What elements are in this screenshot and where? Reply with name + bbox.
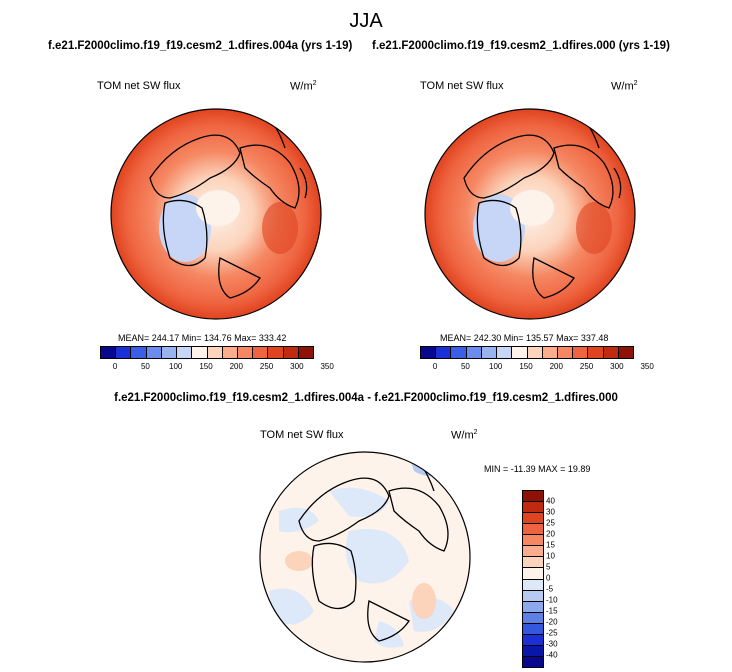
main-title: JJA [349, 10, 383, 32]
difference-colorbar [522, 490, 544, 668]
colorbar-tick-label: 350 [640, 362, 654, 371]
difference-title: f.e21.F2000climo.f19_f19.cesm2_1.dfires.… [114, 392, 618, 404]
panel-right-unit-label: W/m2 [611, 80, 638, 93]
difference-polar-map [259, 451, 471, 663]
colorbar-swatch [253, 347, 269, 358]
colorbar-swatch [523, 557, 543, 569]
colorbar-swatch [268, 347, 284, 358]
colorbar-swatch [101, 347, 117, 358]
colorbar-swatch [512, 347, 528, 358]
colorbar-swatch [523, 502, 543, 514]
colorbar-tick-label: 30 [546, 507, 555, 517]
colorbar-swatch [573, 347, 589, 358]
colorbar-swatch [237, 347, 254, 358]
panel-right-variable-label: TOM net SW flux [420, 80, 504, 92]
colorbar-tick-label: 200 [229, 362, 243, 371]
colorbar-swatch [222, 347, 238, 358]
colorbar-tick-label: 0 [112, 362, 118, 371]
colorbar-tick-label: 25 [546, 518, 555, 528]
colorbar-swatch [542, 347, 558, 358]
colorbar-tick-label: 200 [549, 362, 563, 371]
colorbar-swatch [523, 612, 543, 624]
panel-left-colorbar [100, 346, 314, 359]
colorbar-swatch [523, 491, 543, 503]
colorbar-swatch [523, 546, 543, 558]
colorbar-swatch [207, 347, 223, 358]
colorbar-tick-label: -40 [546, 650, 558, 660]
colorbar-tick-label: 250 [259, 362, 274, 371]
colorbar-tick-label: 15 [546, 540, 555, 550]
colorbar-swatch [523, 579, 543, 591]
colorbar-swatch [527, 347, 543, 358]
colorbar-swatch [557, 347, 574, 358]
colorbar-tick-label: 0 [546, 573, 551, 583]
colorbar-swatch [466, 347, 482, 358]
colorbar-tick-label: 0 [432, 362, 438, 371]
colorbar-tick-label: -15 [546, 606, 558, 616]
colorbar-tick-label: 50 [460, 362, 470, 371]
colorbar-tick-label: 20 [546, 529, 555, 539]
colorbar-swatch [523, 590, 543, 602]
colorbar-swatch [523, 535, 543, 547]
difference-unit-label: W/m2 [451, 429, 478, 442]
panel-right-case-title: f.e21.F2000climo.f19_f19.cesm2_1.dfires.… [372, 40, 670, 52]
colorbar-swatch [177, 347, 193, 358]
colorbar-tick-label: 300 [290, 362, 304, 371]
colorbar-tick-label: 10 [546, 551, 555, 561]
coastline [463, 134, 555, 199]
colorbar-swatch [436, 347, 452, 358]
panel-left-case-title: f.e21.F2000climo.f19_f19.cesm2_1.dfires.… [48, 40, 353, 52]
colorbar-tick-label: 100 [489, 362, 503, 371]
colorbar-swatch [523, 524, 543, 536]
colorbar-tick-label: 150 [199, 362, 213, 371]
panel-left-variable-label: TOM net SW flux [97, 80, 181, 92]
colorbar-swatch [451, 347, 467, 358]
colorbar-swatch [523, 645, 543, 657]
colorbar-tick-label: 250 [579, 362, 594, 371]
colorbar-swatch [283, 347, 299, 358]
colorbar-swatch [523, 634, 543, 646]
panel-left-polar-map [110, 108, 322, 320]
colorbar-swatch [298, 347, 314, 358]
colorbar-tick-label: 150 [519, 362, 533, 371]
colorbar-tick-label: -5 [546, 584, 554, 594]
colorbar-tick-label: -25 [546, 628, 558, 638]
colorbar-swatch [131, 347, 147, 358]
difference-stats: MIN = -11.39 MAX = 19.89 [484, 464, 591, 474]
colorbar-tick-label: 350 [320, 362, 334, 371]
coastline [149, 134, 241, 199]
colorbar-swatch [523, 623, 543, 635]
difference-variable-label: TOM net SW flux [260, 429, 344, 441]
colorbar-tick-label: 300 [610, 362, 624, 371]
colorbar-tick-label: -30 [546, 639, 558, 649]
panel-left-unit-label: W/m2 [290, 80, 317, 93]
colorbar-tick-label: -20 [546, 617, 558, 627]
colorbar-swatch [618, 347, 634, 358]
colorbar-swatch [192, 347, 208, 358]
colorbar-swatch [497, 347, 513, 358]
colorbar-tick-label: 100 [169, 362, 183, 371]
colorbar-tick-label: -10 [546, 595, 558, 605]
panel-left-stats: MEAN= 244.17 Min= 134.76 Max= 333.42 [118, 333, 287, 343]
colorbar-swatch [146, 347, 162, 358]
colorbar-tick-label: 40 [546, 496, 555, 506]
colorbar-swatch [481, 347, 498, 358]
colorbar-swatch [523, 513, 543, 525]
colorbar-swatch [523, 656, 543, 667]
colorbar-swatch [161, 347, 178, 358]
colorbar-swatch [523, 601, 543, 613]
colorbar-swatch [116, 347, 132, 358]
colorbar-swatch [603, 347, 619, 358]
colorbar-swatch [523, 568, 543, 580]
panel-right-stats: MEAN= 242.30 Min= 135.57 Max= 337.48 [440, 333, 609, 343]
panel-right-polar-map [424, 108, 636, 320]
coastline [298, 477, 390, 542]
colorbar-tick-label: 5 [546, 562, 551, 572]
colorbar-swatch [421, 347, 437, 358]
colorbar-tick-label: 50 [140, 362, 150, 371]
panel-right-colorbar [420, 346, 634, 359]
colorbar-swatch [588, 347, 604, 358]
